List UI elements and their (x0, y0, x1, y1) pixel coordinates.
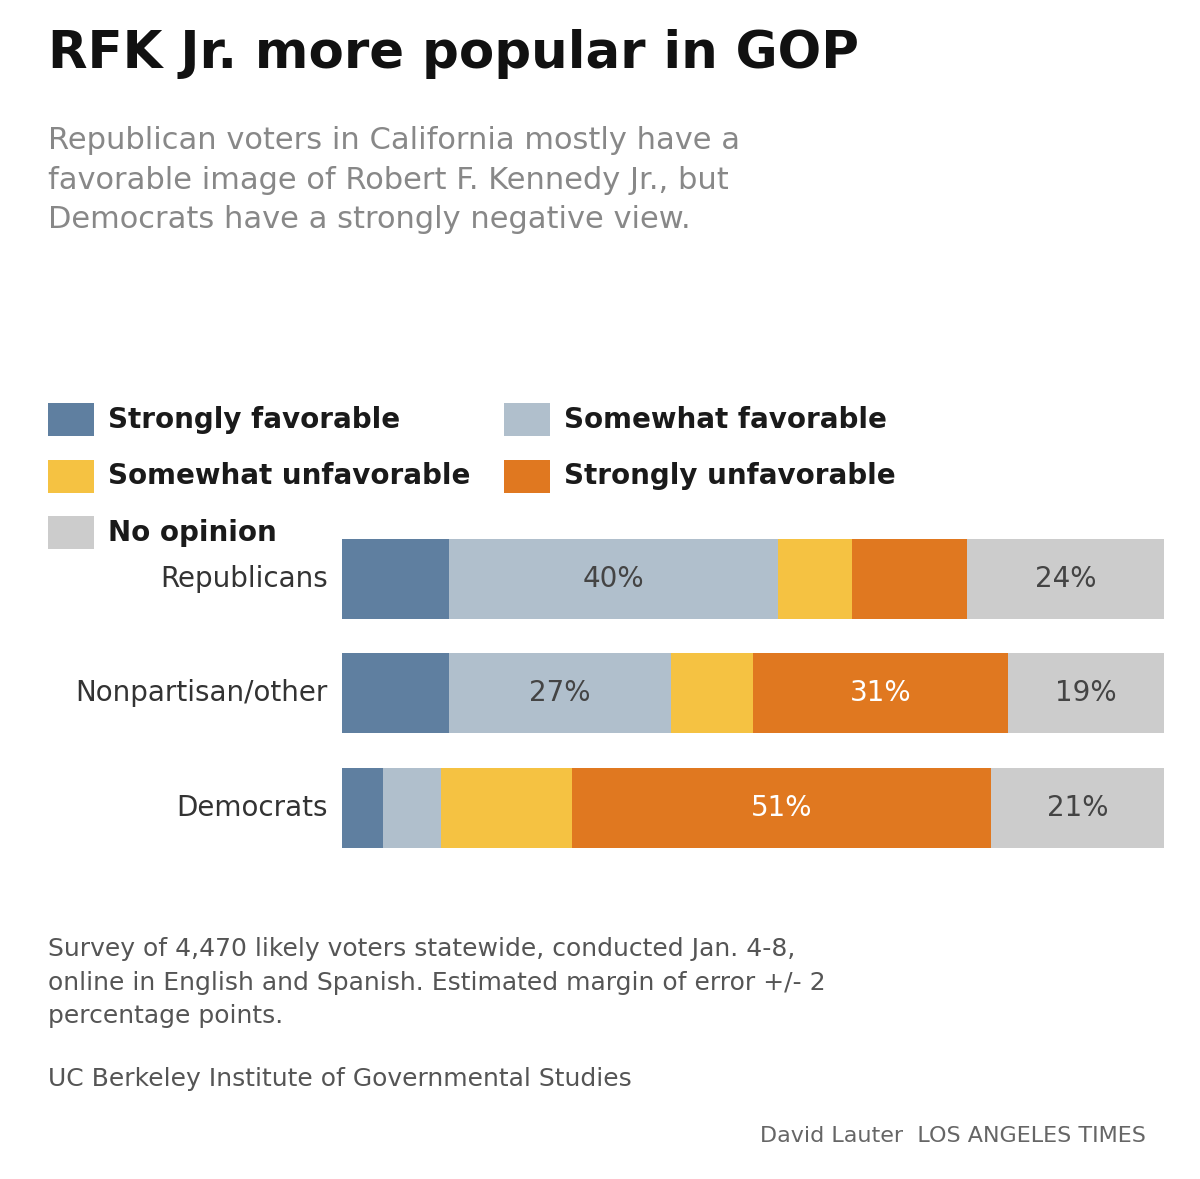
Bar (671, 653, 754, 733)
Bar (572, 768, 991, 848)
FancyBboxPatch shape (504, 403, 550, 436)
FancyBboxPatch shape (48, 403, 94, 436)
Text: 24%: 24% (1034, 565, 1096, 593)
Bar (852, 539, 967, 619)
Bar (342, 653, 449, 733)
FancyBboxPatch shape (504, 460, 550, 493)
Bar (342, 768, 383, 848)
Text: UC Berkeley Institute of Governmental Studies: UC Berkeley Institute of Governmental St… (48, 1067, 631, 1091)
Bar (754, 653, 1008, 733)
FancyBboxPatch shape (48, 516, 94, 549)
Text: Somewhat favorable: Somewhat favorable (564, 406, 887, 434)
Bar (449, 539, 778, 619)
Text: Strongly favorable: Strongly favorable (108, 406, 400, 434)
FancyBboxPatch shape (48, 460, 94, 493)
Bar (440, 768, 572, 848)
Text: 27%: 27% (529, 679, 590, 707)
Text: Nonpartisan/other: Nonpartisan/other (76, 679, 328, 707)
Bar (778, 539, 852, 619)
Bar (383, 768, 440, 848)
Bar (991, 768, 1164, 848)
Text: Democrats: Democrats (176, 793, 328, 822)
Text: Strongly unfavorable: Strongly unfavorable (564, 462, 895, 490)
Text: 40%: 40% (582, 565, 644, 593)
Text: 51%: 51% (751, 793, 812, 822)
Text: 19%: 19% (1055, 679, 1117, 707)
Text: Republican voters in California mostly have a
favorable image of Robert F. Kenne: Republican voters in California mostly h… (48, 126, 740, 233)
Text: Somewhat unfavorable: Somewhat unfavorable (108, 462, 470, 490)
Text: Republicans: Republicans (160, 565, 328, 593)
Text: 31%: 31% (850, 679, 911, 707)
Bar (1008, 653, 1164, 733)
Text: RFK Jr. more popular in GOP: RFK Jr. more popular in GOP (48, 29, 859, 79)
Bar (449, 653, 671, 733)
Bar (342, 539, 449, 619)
Text: No opinion: No opinion (108, 519, 277, 547)
Bar (967, 539, 1164, 619)
Text: Survey of 4,470 likely voters statewide, conducted Jan. 4-8,
online in English a: Survey of 4,470 likely voters statewide,… (48, 937, 826, 1028)
Text: David Lauter  LOS ANGELES TIMES: David Lauter LOS ANGELES TIMES (760, 1126, 1146, 1146)
Text: 21%: 21% (1046, 793, 1109, 822)
